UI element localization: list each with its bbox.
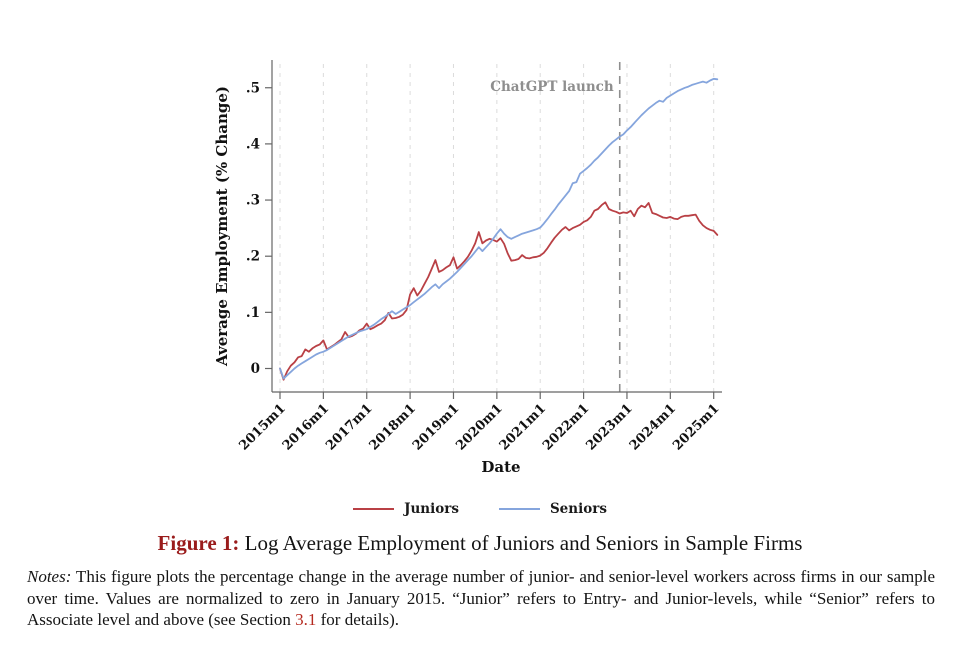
- x-tick-label: 2020m1: [453, 401, 505, 453]
- juniors-line-swatch: [353, 508, 395, 510]
- x-tick-label: 2016m1: [280, 401, 332, 453]
- chart-legend: Juniors Seniors: [0, 498, 960, 520]
- seniors-line-swatch: [498, 508, 540, 510]
- section-3-1-link[interactable]: 3.1: [295, 610, 317, 629]
- x-tick-label: 2017m1: [323, 401, 375, 453]
- x-tick-label: 2019m1: [410, 401, 462, 453]
- x-tick-label: 2018m1: [367, 401, 419, 453]
- figure-caption-text: Log Average Employment of Juniors and Se…: [239, 531, 803, 555]
- notes-label: Notes:: [27, 567, 72, 586]
- y-tick-label: 0: [251, 361, 260, 377]
- x-tick-label: 2025m1: [670, 401, 722, 453]
- y-tick-label: .1: [246, 305, 260, 321]
- y-tick-label: .3: [246, 193, 260, 209]
- legend-label-juniors: Juniors: [404, 501, 459, 517]
- y-tick-label: .5: [246, 80, 260, 96]
- x-tick-label: 2023m1: [583, 401, 635, 453]
- legend-item-seniors: Seniors: [498, 501, 607, 517]
- figure-number-label: Figure 1:: [157, 531, 240, 555]
- notes-text-1: This figure plots the percentage change …: [27, 567, 935, 629]
- x-tick-label: 2024m1: [627, 401, 679, 453]
- x-tick-label: 2015m1: [237, 401, 289, 453]
- chatgpt-launch-label: ChatGPT launch: [490, 79, 614, 95]
- x-tick-label: 2022m1: [540, 401, 592, 453]
- figure-caption: Figure 1: Log Average Employment of Juni…: [0, 531, 960, 556]
- legend-item-juniors: Juniors: [353, 501, 459, 517]
- y-axis-title: Average Employment (% Change): [213, 86, 231, 367]
- employment-line-chart: ChatGPT launch0.1.2.3.4.52015m12016m1201…: [213, 60, 723, 476]
- gridlines: [279, 64, 715, 392]
- x-axis-title: Date: [481, 458, 520, 476]
- legend-label-seniors: Seniors: [549, 501, 607, 517]
- juniors-series-line: [279, 201, 719, 381]
- seniors-series-line: [279, 77, 719, 380]
- y-tick-label: .2: [246, 249, 260, 265]
- y-tick-label: .4: [246, 136, 260, 152]
- notes-text-2: for details).: [316, 610, 399, 629]
- figure-notes: Notes: This figure plots the percentage …: [27, 566, 935, 631]
- x-tick-label: 2021m1: [497, 401, 549, 453]
